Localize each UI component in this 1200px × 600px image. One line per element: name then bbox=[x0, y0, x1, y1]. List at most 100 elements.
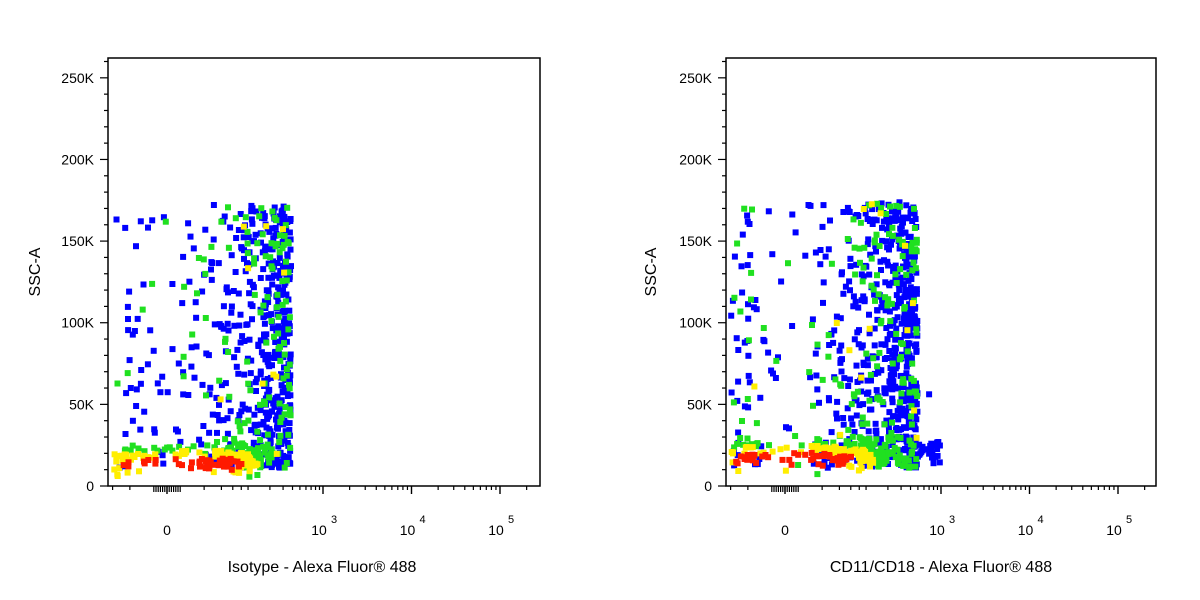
data-point bbox=[881, 356, 888, 362]
data-point bbox=[772, 375, 779, 381]
data-point bbox=[828, 429, 835, 436]
data-point bbox=[244, 233, 251, 240]
data-point bbox=[731, 294, 738, 301]
data-point bbox=[855, 467, 862, 474]
data-point bbox=[253, 208, 260, 215]
data-point bbox=[281, 340, 287, 347]
data-point bbox=[866, 311, 872, 318]
data-point bbox=[746, 379, 753, 386]
data-point bbox=[859, 414, 866, 421]
data-point bbox=[236, 322, 243, 329]
data-point bbox=[283, 291, 290, 298]
data-point bbox=[259, 380, 266, 387]
data-point bbox=[237, 428, 244, 435]
data-point bbox=[246, 473, 253, 480]
data-point bbox=[765, 349, 772, 356]
data-point bbox=[246, 467, 253, 474]
data-point bbox=[204, 442, 211, 449]
data-point bbox=[208, 259, 215, 266]
data-point bbox=[249, 238, 256, 245]
data-point bbox=[934, 446, 941, 452]
data-point bbox=[881, 385, 888, 392]
data-point bbox=[753, 420, 760, 427]
data-point bbox=[850, 216, 857, 223]
data-point bbox=[272, 232, 279, 239]
data-point bbox=[833, 313, 840, 320]
data-point bbox=[886, 409, 893, 416]
data-point bbox=[906, 340, 913, 347]
data-point bbox=[913, 329, 920, 336]
data-point bbox=[837, 315, 844, 322]
data-point bbox=[267, 354, 274, 361]
data-point bbox=[885, 262, 892, 269]
data-point bbox=[197, 463, 203, 470]
data-point bbox=[261, 398, 267, 405]
data-point bbox=[225, 204, 231, 211]
data-point bbox=[887, 365, 894, 371]
data-point bbox=[885, 461, 891, 467]
data-point bbox=[913, 269, 920, 276]
data-point bbox=[914, 408, 921, 415]
data-point bbox=[926, 450, 933, 457]
data-point bbox=[857, 219, 864, 226]
data-point bbox=[215, 260, 222, 267]
data-point bbox=[259, 231, 266, 238]
data-point bbox=[739, 289, 746, 296]
data-point bbox=[264, 431, 271, 438]
x-tick-label: 0 bbox=[163, 522, 171, 538]
data-point bbox=[819, 376, 826, 383]
data-point bbox=[236, 423, 243, 430]
data-point bbox=[856, 402, 863, 409]
data-point bbox=[282, 222, 289, 229]
data-point bbox=[129, 331, 136, 338]
data-point bbox=[911, 314, 918, 321]
data-point bbox=[901, 304, 908, 311]
dot-cloud bbox=[728, 199, 943, 478]
data-point bbox=[270, 258, 276, 265]
data-point bbox=[896, 452, 903, 459]
data-point bbox=[843, 438, 850, 445]
data-point bbox=[235, 443, 242, 450]
data-point bbox=[266, 363, 273, 370]
data-point bbox=[273, 450, 280, 457]
data-point bbox=[251, 255, 258, 262]
data-point bbox=[854, 388, 861, 395]
data-point bbox=[840, 290, 847, 297]
data-point bbox=[912, 463, 919, 470]
plot-2: 0 50K 100K 150K 200K 250K 0 10 3 10 4 10 5 CD11/CD18 … bbox=[643, 57, 1157, 576]
data-point bbox=[218, 323, 225, 330]
data-point bbox=[909, 267, 916, 274]
data-point bbox=[246, 290, 253, 297]
data-point bbox=[180, 391, 187, 398]
data-point bbox=[889, 360, 896, 367]
data-point bbox=[859, 421, 866, 428]
data-point bbox=[280, 241, 287, 248]
data-point bbox=[228, 309, 235, 316]
data-point bbox=[882, 279, 889, 286]
data-point bbox=[223, 286, 230, 293]
data-point bbox=[210, 469, 217, 476]
data-point bbox=[778, 278, 785, 285]
data-point bbox=[853, 412, 860, 419]
data-point bbox=[888, 300, 895, 307]
data-point bbox=[267, 374, 274, 381]
data-point bbox=[228, 466, 235, 473]
data-point bbox=[220, 303, 227, 310]
data-point bbox=[180, 353, 187, 360]
data-point bbox=[199, 288, 206, 295]
data-point bbox=[225, 349, 232, 355]
data-point bbox=[745, 404, 752, 411]
data-point bbox=[278, 330, 285, 337]
data-point bbox=[744, 435, 751, 442]
data-point bbox=[895, 413, 902, 420]
data-point bbox=[287, 412, 294, 419]
data-point bbox=[846, 347, 853, 354]
data-point bbox=[245, 462, 252, 469]
data-point bbox=[269, 408, 275, 415]
data-point bbox=[261, 335, 268, 341]
data-point bbox=[254, 457, 260, 464]
data-point bbox=[899, 341, 906, 348]
data-point bbox=[176, 443, 183, 450]
data-point bbox=[239, 440, 246, 447]
data-point bbox=[209, 411, 216, 418]
